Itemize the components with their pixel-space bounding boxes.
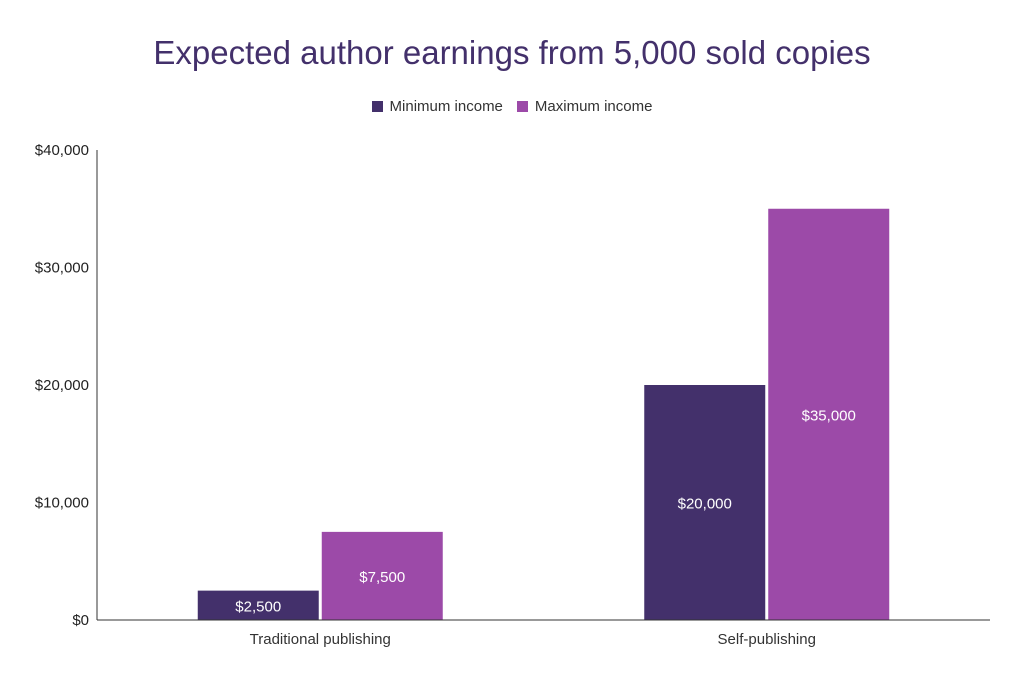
legend: Minimum income Maximum income xyxy=(0,98,1024,115)
bar xyxy=(644,385,766,620)
data-label: $2,500 xyxy=(235,598,281,615)
legend-swatch-maximum xyxy=(516,101,528,112)
x-tick-label: Traditional publishing xyxy=(250,631,391,648)
x-tick-label: Self-publishing xyxy=(718,631,816,648)
y-tick-label: $20,000 xyxy=(35,377,89,394)
legend-label-maximum: Maximum income xyxy=(534,98,653,115)
data-label: $7,500 xyxy=(359,569,405,586)
y-tick-label: $30,000 xyxy=(35,260,89,277)
data-label: $20,000 xyxy=(678,496,732,513)
chart-title: Expected author earnings from 5,000 sold… xyxy=(153,34,871,71)
legend-label-minimum: Minimum income xyxy=(389,98,503,115)
bar xyxy=(197,590,319,620)
data-label: $35,000 xyxy=(802,407,856,424)
y-tick-label: $40,000 xyxy=(35,142,89,159)
y-tick-label: $10,000 xyxy=(35,495,89,512)
legend-item-minimum: Minimum income xyxy=(371,98,503,115)
bar xyxy=(321,531,443,620)
legend-swatch-minimum xyxy=(371,101,383,112)
y-tick-label: $0 xyxy=(72,612,89,629)
bar xyxy=(768,208,890,620)
legend-item-maximum: Maximum income xyxy=(516,98,653,115)
